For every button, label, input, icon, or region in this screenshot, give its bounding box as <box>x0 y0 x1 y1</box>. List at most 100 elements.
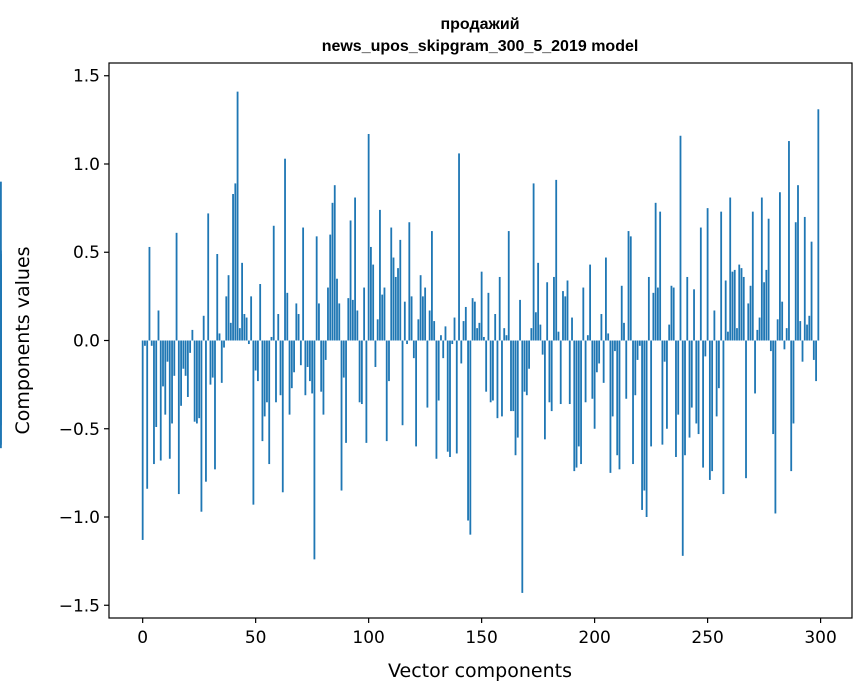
bar <box>532 183 535 341</box>
bar <box>591 340 594 399</box>
bar <box>600 314 603 341</box>
bar <box>614 340 616 352</box>
bar <box>453 317 456 341</box>
bar <box>351 299 354 341</box>
y-tick-label: 1.0 <box>73 155 100 175</box>
bar <box>772 340 775 435</box>
bar <box>666 340 668 429</box>
bar <box>553 276 555 341</box>
bar <box>792 340 795 424</box>
x-tick-label: 250 <box>691 628 723 648</box>
bar <box>812 340 815 360</box>
bar <box>808 315 811 341</box>
bar <box>288 340 291 415</box>
bar <box>205 340 207 482</box>
bar <box>336 278 338 341</box>
bar <box>550 340 553 412</box>
x-axis-label: Vector components <box>388 660 572 682</box>
bar <box>254 340 257 371</box>
bar <box>756 329 759 341</box>
bar <box>227 275 230 341</box>
bar <box>573 340 576 472</box>
bar <box>668 324 671 341</box>
bar <box>586 335 589 341</box>
bar <box>374 340 377 367</box>
bar <box>749 285 752 341</box>
bar <box>275 340 277 403</box>
bar <box>627 231 630 341</box>
bar <box>521 340 524 593</box>
bar <box>372 264 375 341</box>
bar <box>799 321 802 341</box>
bar <box>166 340 169 362</box>
bar <box>661 340 664 445</box>
bar <box>523 340 526 392</box>
bar <box>340 340 343 491</box>
bar <box>774 340 777 514</box>
bar <box>0 181 2 341</box>
bar <box>257 340 259 382</box>
bar <box>306 340 309 367</box>
bar <box>503 328 506 341</box>
x-tick-label: 300 <box>804 628 836 648</box>
bar <box>476 328 479 341</box>
bar <box>184 340 187 376</box>
bar <box>564 296 567 341</box>
bar <box>699 227 702 341</box>
bar <box>426 340 429 408</box>
bar <box>171 340 173 424</box>
bar <box>313 340 316 560</box>
bar <box>652 292 655 341</box>
bar <box>229 322 232 341</box>
bar <box>656 287 659 341</box>
bar <box>704 340 707 357</box>
bar <box>261 340 264 442</box>
bar <box>788 141 790 341</box>
bar <box>810 241 813 341</box>
bar <box>220 340 223 383</box>
bar <box>693 289 695 341</box>
bar <box>512 340 515 412</box>
bar <box>216 254 219 341</box>
bar <box>681 340 684 556</box>
bar <box>727 331 729 341</box>
bar <box>141 340 144 540</box>
bar <box>469 340 472 535</box>
bar <box>150 340 153 346</box>
bar <box>146 340 149 489</box>
bar <box>797 185 799 341</box>
bar <box>593 340 596 429</box>
bar <box>209 340 212 385</box>
bar <box>259 284 262 341</box>
bar <box>670 285 673 341</box>
bar <box>537 262 540 341</box>
bar <box>763 282 765 341</box>
bar <box>562 291 564 341</box>
x-tick-label: 150 <box>465 628 497 648</box>
bar <box>211 340 214 378</box>
bar <box>729 197 732 341</box>
y-tick-label: −0.5 <box>59 420 100 440</box>
bar <box>602 340 605 383</box>
bar <box>354 197 356 341</box>
bar <box>794 222 797 341</box>
bar <box>0 340 2 426</box>
bar <box>202 315 205 341</box>
bar <box>618 340 621 470</box>
bar <box>0 275 2 341</box>
bar <box>243 314 246 341</box>
x-axis-ticks: 0 50 100 150 200 250 300 <box>137 618 837 648</box>
bar <box>736 328 738 341</box>
bar <box>575 340 578 468</box>
bar <box>281 340 284 493</box>
y-tick-label: −1.0 <box>59 508 100 528</box>
bar <box>342 340 345 378</box>
y-tick-label: 1.5 <box>73 67 100 87</box>
bar <box>180 340 182 406</box>
bar <box>263 340 266 417</box>
bar <box>720 211 723 341</box>
bar <box>196 340 198 424</box>
bar <box>634 340 637 396</box>
bar <box>304 340 307 396</box>
bar <box>397 268 399 341</box>
